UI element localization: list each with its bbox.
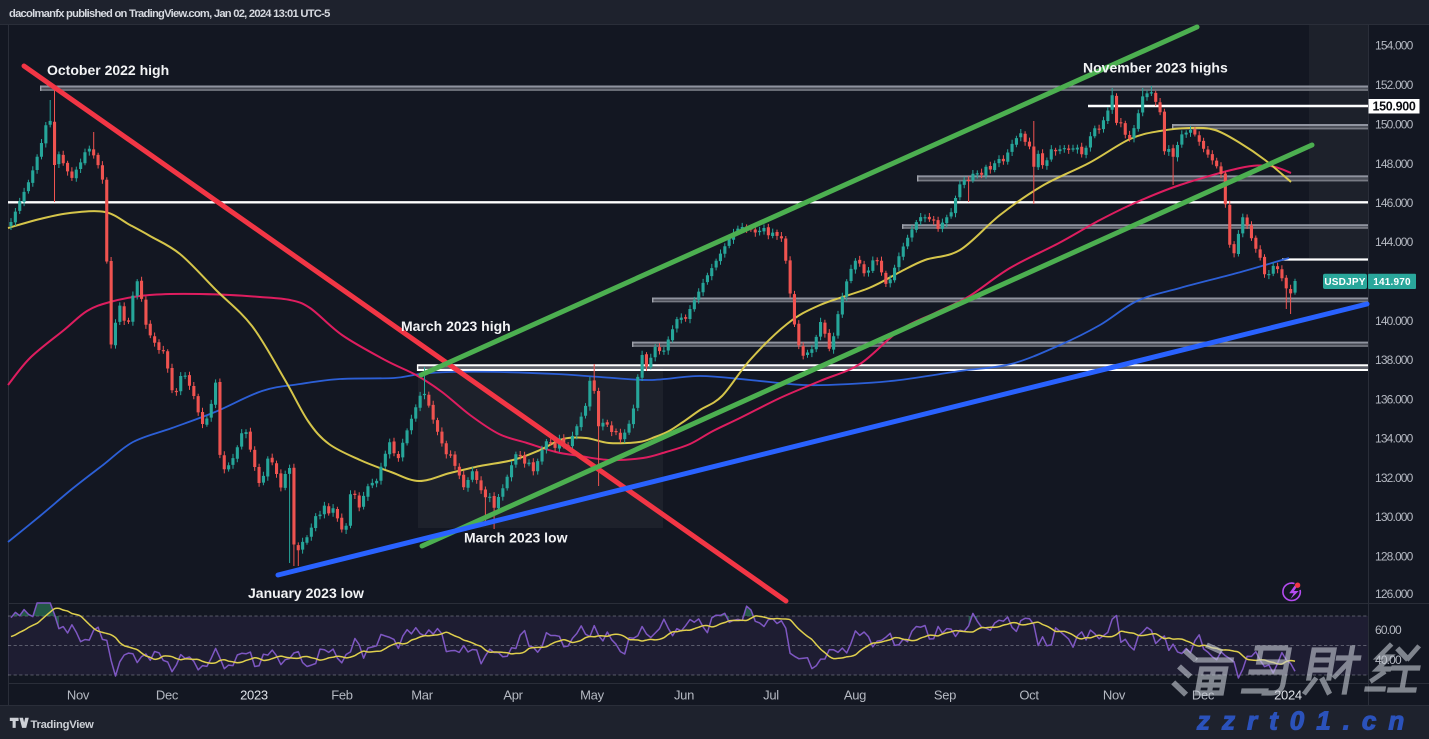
svg-text:126.000: 126.000: [1375, 587, 1414, 601]
svg-text:Feb: Feb: [331, 688, 353, 703]
svg-text:Aug: Aug: [844, 688, 866, 703]
svg-text:Dec: Dec: [156, 688, 179, 703]
svg-text:141.970: 141.970: [1373, 277, 1411, 288]
svg-text:Sep: Sep: [934, 688, 956, 703]
svg-text:150.000: 150.000: [1375, 118, 1414, 132]
svg-text:Nov: Nov: [1103, 688, 1126, 703]
svg-text:144.000: 144.000: [1375, 235, 1414, 249]
svg-text:May: May: [580, 688, 604, 703]
svg-text:Jun: Jun: [674, 688, 694, 703]
svg-text:zzrt01.cn: zzrt01.cn: [1196, 706, 1416, 736]
svg-text:Oct: Oct: [1019, 688, 1039, 703]
svg-text:138.000: 138.000: [1375, 353, 1414, 367]
svg-text:October 2022 high: October 2022 high: [47, 62, 169, 78]
svg-text:60.00: 60.00: [1375, 623, 1402, 637]
svg-text:136.000: 136.000: [1375, 392, 1414, 406]
svg-text:130.000: 130.000: [1375, 510, 1414, 524]
svg-text:152.000: 152.000: [1375, 78, 1414, 92]
svg-text:March 2023 low: March 2023 low: [464, 530, 568, 546]
svg-text:140.000: 140.000: [1375, 314, 1414, 328]
svg-text:148.000: 148.000: [1375, 157, 1414, 171]
svg-text:Mar: Mar: [411, 688, 433, 703]
svg-text:146.000: 146.000: [1375, 196, 1414, 210]
svg-text:dacolmanfx published on Tradin: dacolmanfx published on TradingView.com,…: [9, 8, 330, 20]
svg-text:Jul: Jul: [763, 688, 779, 703]
svg-text:128.000: 128.000: [1375, 549, 1414, 563]
svg-text:March 2023 high: March 2023 high: [401, 318, 511, 334]
svg-text:134.000: 134.000: [1375, 432, 1414, 446]
svg-text:2023: 2023: [240, 688, 268, 703]
svg-text:TradingView: TradingView: [31, 719, 95, 731]
svg-text:November 2023 highs: November 2023 highs: [1083, 60, 1228, 76]
svg-text:154.000: 154.000: [1375, 39, 1414, 53]
svg-text:January 2023 low: January 2023 low: [248, 585, 364, 601]
svg-text:Apr: Apr: [503, 688, 523, 703]
svg-text:150.900: 150.900: [1372, 99, 1415, 113]
svg-text:USDJPY: USDJPY: [1324, 277, 1365, 288]
svg-text:Nov: Nov: [67, 688, 90, 703]
svg-text:132.000: 132.000: [1375, 471, 1414, 485]
